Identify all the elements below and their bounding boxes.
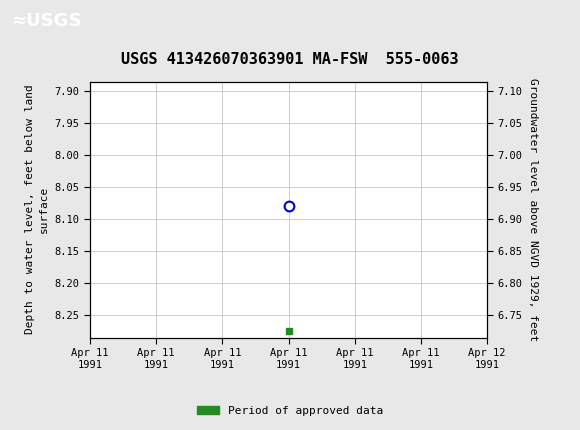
Text: USGS 413426070363901 MA-FSW  555-0063: USGS 413426070363901 MA-FSW 555-0063 <box>121 52 459 67</box>
Legend: Period of approved data: Period of approved data <box>193 401 387 420</box>
Y-axis label: Groundwater level above NGVD 1929, feet: Groundwater level above NGVD 1929, feet <box>528 78 538 341</box>
Text: ≈USGS: ≈USGS <box>12 12 82 30</box>
Y-axis label: Depth to water level, feet below land
surface: Depth to water level, feet below land su… <box>25 85 49 335</box>
